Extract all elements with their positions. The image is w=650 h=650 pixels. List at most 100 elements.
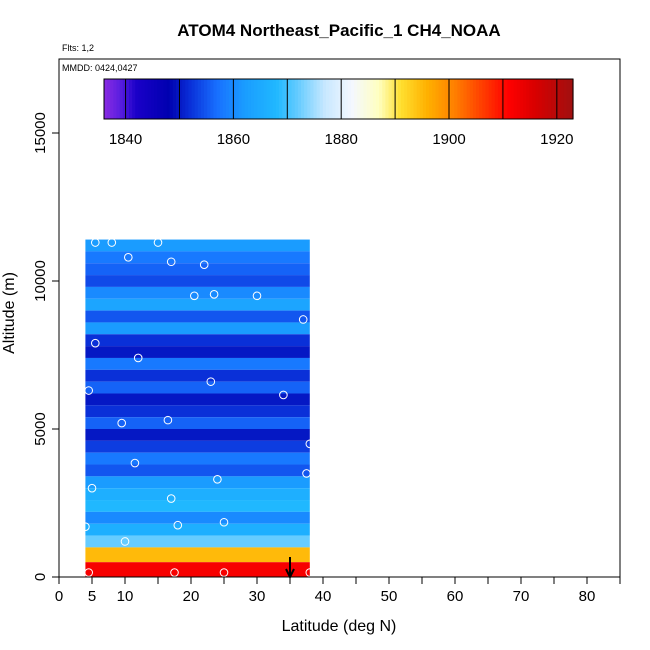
x-tick-label: 60	[447, 588, 464, 605]
colorbar-swatch	[163, 79, 168, 119]
colorbar-swatch	[138, 79, 143, 119]
colorbar-swatch	[488, 79, 493, 119]
colorbar-swatch	[472, 79, 477, 119]
colorbar-swatch	[269, 79, 274, 119]
x-tick-label: 20	[183, 588, 200, 605]
observation-point	[170, 568, 179, 577]
colorbar-swatch	[494, 79, 499, 119]
colorbar-swatch	[366, 79, 371, 119]
colorbar-swatch	[541, 79, 546, 119]
observation-point	[130, 458, 140, 468]
colorbar-swatch	[369, 79, 374, 119]
colorbar-swatch	[416, 79, 421, 119]
colorbar-swatch	[360, 79, 365, 119]
observation-point	[153, 238, 163, 247]
observation-point	[213, 475, 222, 484]
observation-point	[124, 253, 133, 262]
colorbar-swatch	[144, 79, 149, 119]
colorbar-swatch	[166, 79, 171, 119]
flights-note: Flts: 1,2	[62, 43, 94, 53]
x-tick-label: 10	[117, 588, 134, 605]
colorbar-swatch	[388, 79, 393, 119]
colorbar-swatch	[288, 79, 293, 119]
heatmap-cell	[85, 500, 310, 512]
heatmap-cell	[85, 275, 310, 287]
observation-point	[199, 260, 209, 270]
colorbar-swatch	[244, 79, 249, 119]
heatmap-cell	[85, 405, 310, 418]
colorbar-swatch	[491, 79, 496, 119]
colorbar-swatch	[557, 79, 562, 119]
heatmap-cell	[85, 440, 310, 453]
observation-point	[252, 208, 262, 218]
colorbar-swatch	[210, 79, 215, 119]
colorbar-swatch	[250, 79, 255, 119]
heatmap-cell	[85, 286, 310, 299]
colorbar-swatch	[394, 79, 399, 119]
colorbar-swatch	[107, 79, 111, 119]
colorbar-swatch	[263, 79, 268, 119]
heatmap-cell	[85, 334, 310, 347]
colorbar-swatch	[122, 79, 127, 119]
colorbar-swatch	[310, 79, 315, 119]
observation-point	[84, 568, 93, 577]
observation-point	[305, 568, 315, 577]
colorbar-swatch	[147, 79, 152, 119]
colorbar-swatch	[282, 79, 286, 119]
colorbar-swatch	[538, 79, 543, 119]
heatmap-cell	[85, 488, 310, 501]
heatmap-cell	[85, 298, 310, 311]
colorbar-swatch	[232, 79, 236, 119]
x-tick-label: 30	[249, 588, 266, 605]
colorbar-swatch	[225, 79, 230, 119]
observation-point	[209, 290, 219, 299]
colorbar-swatch	[179, 79, 183, 119]
colorbar-swatch	[435, 79, 440, 119]
colorbar-swatch	[325, 79, 330, 119]
observation-point	[133, 353, 143, 363]
colorbar-swatch	[376, 79, 380, 119]
colorbar-swatch	[235, 79, 240, 119]
heatmap-cell	[85, 547, 310, 563]
x-tick-label: 5	[88, 588, 96, 605]
x-axis-label: Latitude (deg N)	[282, 618, 397, 635]
heatmap-cell	[85, 476, 310, 489]
heatmap-cell	[85, 511, 310, 524]
colorbar-swatch	[407, 79, 412, 119]
colorbar-swatch	[463, 79, 468, 119]
colorbar-swatch	[479, 79, 483, 119]
colorbar-swatch	[338, 79, 343, 119]
colorbar-swatch	[441, 79, 446, 119]
colorbar-swatch	[238, 79, 243, 119]
y-tick-label: 10000	[32, 260, 49, 302]
colorbar-swatch	[197, 79, 202, 119]
colorbar-tick-label: 1860	[217, 131, 250, 148]
colorbar-swatch	[200, 79, 205, 119]
observation-point	[81, 522, 90, 531]
observation-point	[120, 537, 130, 546]
chart-title: ATOM4 Northeast_Pacific_1 CH4_NOAA	[177, 21, 500, 40]
heatmap-cell	[85, 562, 310, 577]
colorbar-swatch	[266, 79, 271, 119]
colorbar-swatch	[222, 79, 227, 119]
heatmap-cell	[85, 263, 310, 276]
colorbar-swatch	[354, 79, 358, 119]
colorbar-swatch	[213, 79, 218, 119]
observation-point	[87, 483, 97, 493]
colorbar-swatch	[182, 79, 186, 119]
colorbar-swatch	[413, 79, 418, 119]
heatmap-cells	[85, 239, 310, 577]
colorbar-swatch	[110, 79, 114, 119]
observation-point	[84, 386, 93, 395]
colorbar-swatch	[466, 79, 471, 119]
colorbar-swatch	[194, 79, 199, 119]
x-tick-label: 80	[579, 588, 596, 605]
colorbar-swatch	[279, 79, 283, 119]
colorbar-swatch	[419, 79, 424, 119]
heatmap-cell	[85, 310, 310, 323]
colorbar-swatch	[485, 79, 490, 119]
x-tick-label: 50	[381, 588, 398, 605]
colorbar-swatch	[257, 79, 261, 119]
colorbar-frame	[103, 78, 574, 120]
colorbar-swatch	[504, 79, 508, 119]
